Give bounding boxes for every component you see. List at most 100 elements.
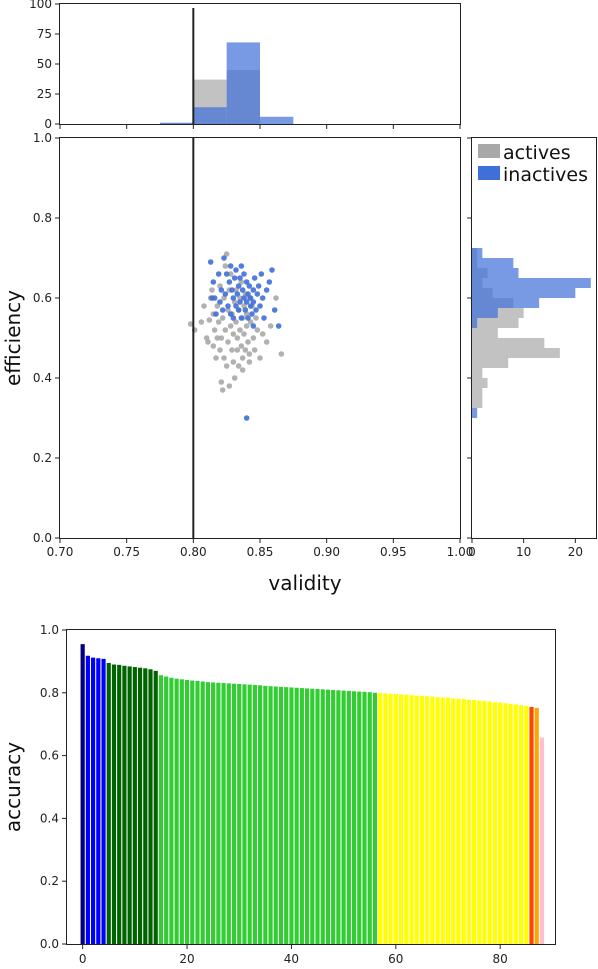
scatter-point-inactives-22	[235, 307, 242, 313]
accuracy-ytick-label: 0.2	[40, 874, 59, 888]
scatter-point-actives-51	[239, 355, 246, 361]
accuracy-bar-17	[169, 677, 174, 944]
accuracy-bar-0	[80, 644, 85, 944]
scatter-point-actives-24	[222, 327, 229, 333]
scatter-point-inactives-54	[250, 323, 257, 329]
scatter-point-inactives-46	[258, 271, 265, 277]
scatter-point-actives-37	[230, 331, 237, 337]
accuracy-bar-39	[284, 687, 289, 944]
right-hist-bar-actives-8	[472, 328, 498, 338]
scatter-point-actives-48	[238, 343, 245, 349]
accuracy-bar-46	[320, 689, 325, 944]
scatter-point-inactives-13	[226, 279, 233, 285]
right-hist-bar-actives-2	[472, 388, 483, 398]
right-hist-bar-actives-9	[472, 318, 519, 328]
scatter-point-inactives-49	[263, 287, 270, 293]
scatter-point-actives-14	[214, 303, 221, 309]
scatter-point-inactives-40	[250, 299, 257, 305]
accuracy-bar-59	[388, 693, 393, 944]
legend-label-inactives: inactives	[503, 164, 588, 186]
right-hist-bar-inactives-16	[472, 248, 483, 258]
scatter-point-inactives-20	[233, 267, 239, 273]
accuracy-bar-13	[148, 669, 153, 944]
right-hist-bar-actives-3	[472, 378, 488, 388]
accuracy-bar-45	[315, 689, 320, 944]
top-hist-bar-inactives-1	[193, 107, 227, 124]
accuracy-bar-71	[451, 698, 456, 944]
accuracy-bar-42	[299, 688, 304, 944]
accuracy-bar-64	[414, 695, 419, 944]
scatter-point-inactives-5	[215, 271, 222, 277]
accuracy-bar-65	[419, 695, 424, 944]
accuracy-bar-78	[487, 701, 492, 944]
accuracy-xtick-label: 80	[493, 952, 508, 966]
scatter-point-actives-67	[257, 355, 263, 361]
accuracy-bar-21	[190, 680, 195, 944]
accuracy-bar-10	[132, 667, 137, 944]
scatter-point-inactives-52	[271, 307, 278, 313]
scatter-point-inactives-10	[222, 291, 229, 297]
scatter-xtick-label: 0.80	[180, 545, 207, 559]
accuracy-bar-25	[211, 682, 216, 944]
right-hist-xtick-label: 10	[516, 545, 531, 559]
accuracy-ytick-label: 0.0	[40, 937, 59, 951]
scatter-point-actives-25	[222, 263, 229, 269]
top-histogram: 0 25 50 75 100	[29, 0, 461, 131]
accuracy-bar-69	[440, 697, 445, 944]
scatter-point-inactives-34	[245, 315, 251, 321]
right-hist-bar-inactives-0	[472, 408, 478, 418]
top-hist-bar-inactives-0	[160, 122, 194, 124]
accuracy-bar-85	[524, 705, 529, 944]
accuracy-bar-86	[529, 706, 534, 944]
scatter-point-actives-40	[233, 319, 239, 325]
accuracy-bar-20	[184, 679, 190, 944]
accuracy-bar-7	[117, 664, 122, 944]
right-hist-bar-inactives-15	[472, 258, 514, 268]
accuracy-bar-82	[508, 703, 513, 944]
scatter-point-actives-9	[210, 343, 217, 349]
scatter-point-actives-15	[215, 319, 222, 325]
accuracy-bar-72	[456, 698, 461, 944]
scatter-point-inactives-6	[217, 299, 223, 305]
scatter-point-actives-6	[206, 317, 213, 323]
accuracy-bar-28	[226, 683, 231, 944]
scatter-point-actives-32	[227, 323, 234, 329]
accuracy-ytick-label: 0.6	[40, 749, 59, 763]
accuracy-bar-23	[200, 681, 205, 944]
scatter-point-inactives-31	[243, 279, 250, 285]
right-hist-bar-inactives-13	[472, 278, 591, 288]
scatter-point-inactives-55	[243, 415, 250, 421]
accuracy-bar-15	[158, 675, 164, 944]
right-hist-bar-actives-1	[472, 398, 483, 408]
scatter-point-actives-22	[221, 355, 227, 361]
scatter-point-actives-3	[201, 303, 207, 309]
accuracy-bar-56	[372, 692, 378, 944]
scatter-point-actives-11	[211, 327, 218, 333]
scatter-point-inactives-25	[238, 263, 245, 269]
scatter-point-inactives-16	[229, 287, 235, 293]
accuracy-bar-77	[482, 700, 487, 944]
scatter-point-inactives-45	[257, 303, 263, 309]
accuracy-bar-18	[174, 678, 179, 944]
accuracy-bar-34	[258, 685, 263, 944]
scatter-point-inactives-27	[239, 287, 246, 293]
scatter-point-inactives-18	[231, 275, 238, 281]
scatter-point-inactives-42	[253, 307, 259, 313]
scatter-point-actives-55	[242, 347, 249, 353]
scatter-point-actives-64	[251, 347, 258, 353]
right-hist-bar-actives-7	[472, 338, 545, 348]
accuracy-bar-chart: 0 20 40 60 80 0.0 0.2 0.4 0.6 0.8 1.0 accuracy	[1, 623, 556, 966]
scatter-point-inactives-39	[250, 287, 257, 293]
scatter-point-actives-2	[198, 319, 205, 325]
scatter-point-actives-36	[230, 359, 237, 365]
accuracy-bar-43	[304, 688, 310, 944]
scatter-point-inactives-26	[238, 315, 245, 321]
accuracy-bar-32	[247, 684, 252, 944]
scatter-xtick-label: 0.70	[47, 545, 74, 559]
accuracy-bar-84	[518, 705, 524, 944]
accuracy-bar-11	[137, 667, 143, 944]
right-histogram: 0 10 20	[467, 137, 597, 559]
accuracy-bar-12	[143, 668, 148, 944]
accuracy-bar-30	[237, 684, 242, 944]
